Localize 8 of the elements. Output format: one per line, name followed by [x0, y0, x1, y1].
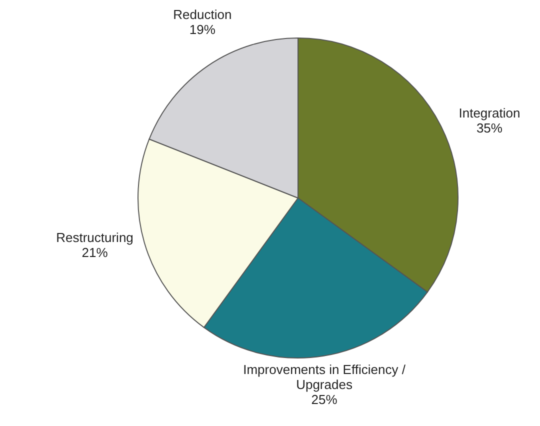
data-label: 21%: [82, 244, 108, 260]
slice-label: Restructuring: [56, 230, 134, 245]
data-label: 19%: [189, 22, 216, 37]
data-label: 25%: [311, 392, 338, 407]
slice-label: Integration: [458, 105, 520, 120]
slice-label: Improvements in Efficiency / Upgrades: [243, 362, 406, 392]
data-label: 35%: [476, 120, 503, 136]
slice-label: Reduction: [173, 7, 232, 22]
